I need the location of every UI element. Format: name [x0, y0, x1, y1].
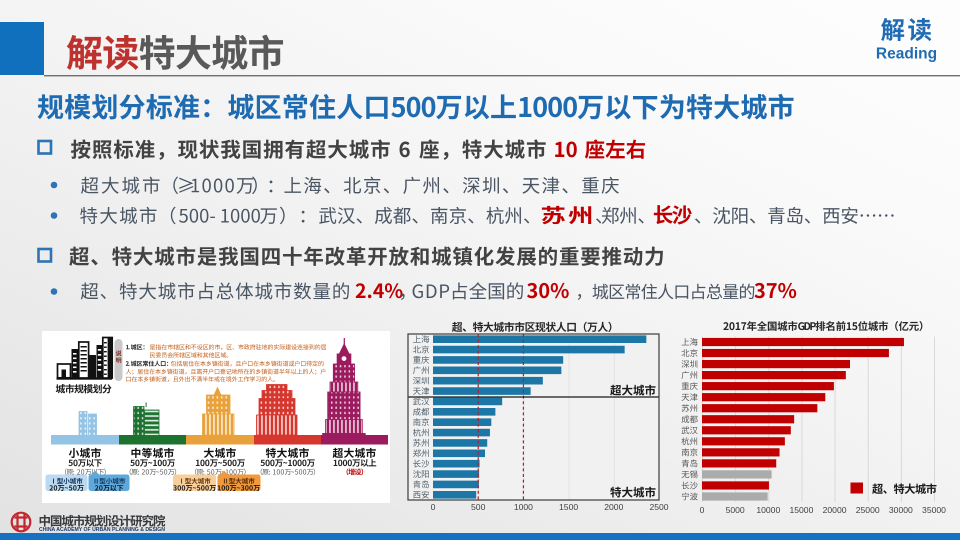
- svg-text:30000: 30000: [889, 505, 913, 515]
- svg-text:2000: 2000: [604, 502, 623, 512]
- svg-text:1000: 1000: [514, 502, 533, 512]
- svg-text:500: 500: [471, 502, 486, 512]
- svg-text:2500: 2500: [649, 502, 668, 512]
- svg-text:0: 0: [431, 502, 436, 512]
- svg-text:10000: 10000: [756, 505, 780, 515]
- svg-text:25000: 25000: [856, 505, 880, 515]
- svg-text:35000: 35000: [922, 505, 946, 515]
- svg-text:CHINA ACADEMY OF URBAN PLANNIN: CHINA ACADEMY OF URBAN PLANNING & DESIGN: [39, 527, 165, 533]
- svg-text:20000: 20000: [823, 505, 847, 515]
- svg-text:1500: 1500: [559, 502, 578, 512]
- svg-text:5000: 5000: [726, 505, 745, 515]
- svg-text:Reading: Reading: [876, 46, 937, 63]
- svg-text:15000: 15000: [789, 505, 813, 515]
- svg-text:0: 0: [700, 505, 705, 515]
